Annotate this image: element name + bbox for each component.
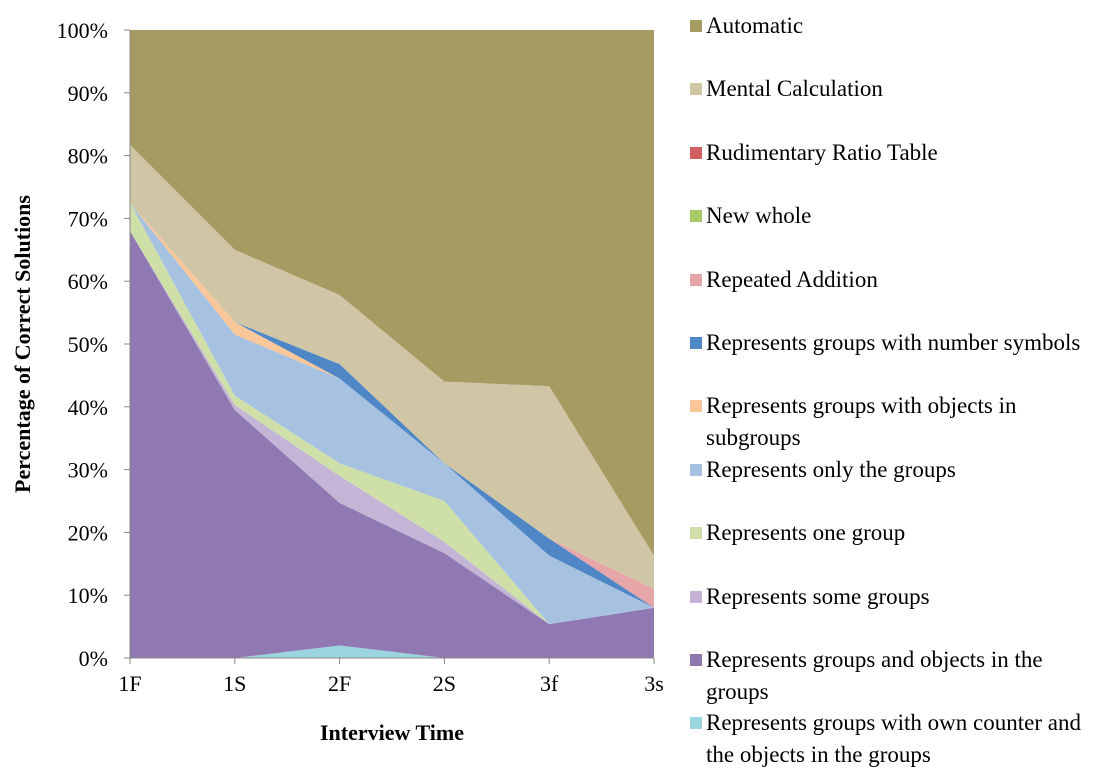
legend-label: Represents some groups bbox=[706, 583, 930, 609]
legend-label: Automatic bbox=[706, 13, 804, 38]
legend-swatch bbox=[690, 590, 702, 603]
y-tick-label: 20% bbox=[68, 520, 108, 545]
y-tick-label: 50% bbox=[68, 332, 108, 357]
y-tick-label: 40% bbox=[68, 395, 108, 420]
y-tick-label: 90% bbox=[68, 81, 108, 106]
y-tick-label: 30% bbox=[68, 458, 108, 483]
legend-label: Represents one group bbox=[706, 520, 906, 546]
legend-item: New whole bbox=[690, 200, 1098, 232]
legend-swatch bbox=[690, 654, 702, 666]
x-tick-label: 3s bbox=[644, 671, 664, 696]
legend-swatch bbox=[690, 83, 702, 96]
legend-label: Represents groups with own counter and t… bbox=[706, 710, 1081, 768]
y-tick-label: 60% bbox=[68, 269, 108, 294]
legend-label: Rudimentary Ratio Table bbox=[706, 139, 938, 165]
legend-swatch bbox=[690, 337, 702, 349]
legend-item: Represents only the groups bbox=[690, 454, 1098, 486]
y-tick-label: 70% bbox=[68, 206, 108, 231]
y-tick-label: 10% bbox=[68, 583, 108, 608]
legend-label: Represents groups with objects in subgro… bbox=[706, 393, 1017, 451]
legend-item: Represents one group bbox=[690, 517, 1098, 549]
x-tick-label: 1S bbox=[223, 671, 246, 696]
x-tick-label: 2F bbox=[328, 671, 351, 696]
legend-item: Represents groups and objects in the gro… bbox=[690, 644, 1098, 708]
y-tick-label: 0% bbox=[79, 646, 108, 671]
areas bbox=[130, 30, 654, 658]
area bbox=[130, 202, 654, 625]
legend-swatch bbox=[690, 273, 702, 286]
legend-item: Automatic bbox=[690, 10, 1098, 42]
area bbox=[130, 30, 654, 556]
x-axis-label: Interview Time bbox=[320, 720, 464, 745]
area bbox=[130, 230, 654, 658]
legend-item: Represents groups with own counter and t… bbox=[690, 707, 1098, 771]
area bbox=[130, 645, 654, 658]
legend-swatch bbox=[690, 527, 702, 540]
legend-swatch bbox=[690, 20, 702, 32]
legend-label: Represents groups and objects in the gro… bbox=[706, 647, 1043, 704]
y-axis-label: Percentage of Correct Solutions bbox=[10, 195, 35, 493]
legend-swatch bbox=[690, 463, 702, 476]
legend-label: Represents groups with number symbols bbox=[706, 330, 1081, 355]
legend-swatch bbox=[690, 400, 702, 413]
area bbox=[130, 144, 654, 589]
legend-label: Represents only the groups bbox=[706, 456, 956, 482]
legend-label: Repeated Addition bbox=[706, 266, 878, 292]
legend-item: Represents groups with objects in subgro… bbox=[690, 390, 1098, 454]
y-tick-label: 100% bbox=[57, 18, 108, 43]
legend-label: New whole bbox=[706, 203, 812, 229]
legend-swatch bbox=[690, 717, 702, 730]
legend-label: Mental Calculation bbox=[706, 76, 883, 102]
area bbox=[130, 202, 654, 608]
y-tick-label: 80% bbox=[68, 144, 108, 169]
x-tick-label: 1F bbox=[118, 671, 141, 696]
legend-item: Represents groups with number symbols bbox=[690, 327, 1098, 359]
x-tick-label: 2S bbox=[433, 671, 456, 696]
legend-swatch bbox=[690, 210, 702, 223]
legend-item: Repeated Addition bbox=[690, 264, 1098, 296]
legend-item: Rudimentary Ratio Table bbox=[690, 137, 1098, 169]
legend-item: Represents some groups bbox=[690, 581, 1098, 613]
legend-swatch bbox=[690, 146, 702, 159]
legend-item: Mental Calculation bbox=[690, 73, 1098, 105]
x-tick-label: 3f bbox=[540, 671, 559, 696]
